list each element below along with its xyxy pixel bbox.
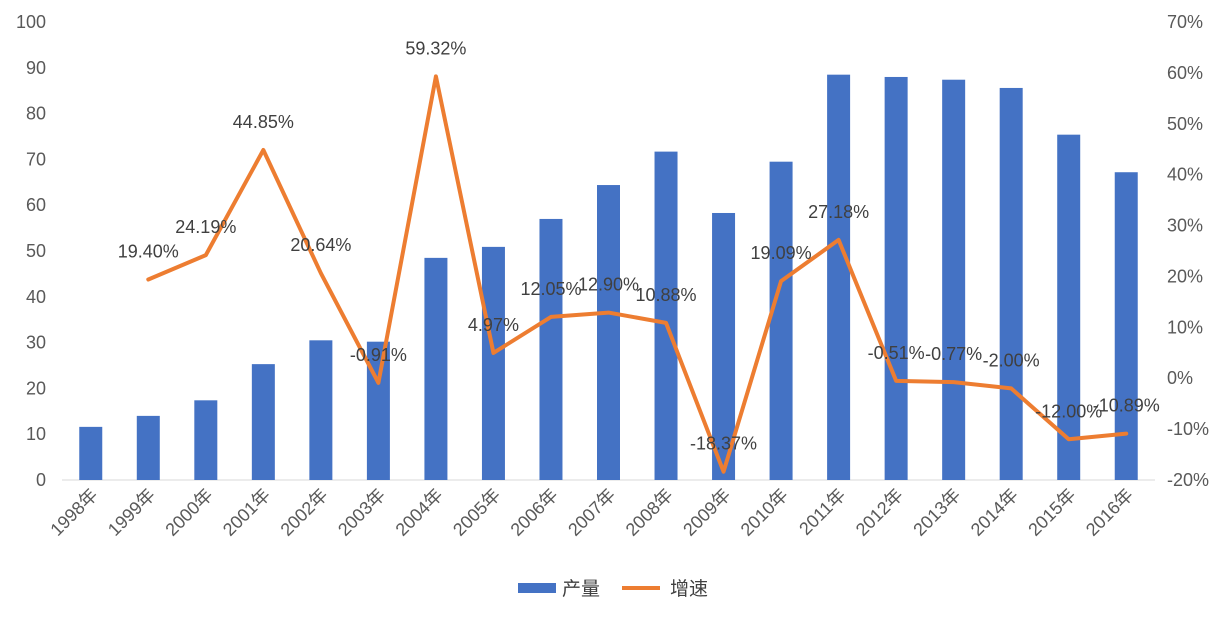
bar (827, 74, 851, 481)
right-axis-tick-label: 30% (1167, 216, 1203, 236)
right-axis-tick-label: 70% (1167, 12, 1203, 32)
data-label: -10.89% (1093, 396, 1160, 416)
right-axis-tick-label: 20% (1167, 266, 1203, 286)
data-label: 20.64% (290, 235, 351, 255)
right-axis-tick-label: -10% (1167, 419, 1209, 439)
data-label: -2.00% (983, 350, 1040, 370)
bar (1114, 172, 1138, 480)
x-axis-tick-label: 2003年 (334, 485, 389, 540)
right-axis-tick-label: 0% (1167, 368, 1193, 388)
bar (1057, 134, 1081, 480)
left-axis-tick-label: 10 (26, 424, 46, 444)
bar (597, 185, 620, 480)
left-axis-tick-label: 60 (26, 195, 46, 215)
left-axis-tick-label: 70 (26, 149, 46, 169)
bar (884, 76, 908, 481)
data-label: -0.77% (925, 344, 982, 364)
bar (136, 415, 160, 480)
bar (769, 161, 793, 480)
right-axis-tick-label: -20% (1167, 470, 1209, 490)
left-axis-tick-label: 0 (36, 470, 46, 490)
legend-label-line: 增速 (670, 578, 708, 600)
growth-line (146, 74, 1129, 474)
legend-swatch-bar (518, 583, 556, 593)
x-axis-tick-label: 2015年 (1024, 485, 1079, 540)
bar (712, 212, 736, 480)
left-axis-tick-label: 30 (26, 333, 46, 353)
data-label: -18.37% (690, 434, 757, 454)
data-label: 10.88% (635, 285, 696, 305)
bar (251, 364, 275, 480)
x-axis-tick-label: 1999年 (104, 485, 159, 540)
right-axis-tick-label: 40% (1167, 165, 1203, 185)
left-axis-tick-label: 50 (26, 241, 46, 261)
x-axis-tick-label: 1998年 (46, 485, 101, 540)
right-axis-tick-label: 60% (1167, 63, 1203, 83)
left-axis-tick-label: 90 (26, 58, 46, 78)
x-axis-tick-label: 2001年 (219, 485, 274, 540)
x-axis-tick-label: 2008年 (622, 485, 677, 540)
data-label: 27.18% (808, 202, 869, 222)
x-axis-tick-label: 2009年 (679, 485, 734, 540)
data-label: 44.85% (233, 112, 294, 132)
x-axis-tick-label: 2006年 (507, 485, 562, 540)
right-y-axis: -20% -10% 0% 10% 20% 30% 40% 50% 60% 70% (1167, 12, 1209, 490)
x-axis-labels: 1998年 1999年 2000年 2001年 2002年 2003年 2004年 2005年… (46, 485, 1137, 540)
data-label: 12.90% (578, 275, 639, 295)
x-axis-tick-label: 2013年 (909, 485, 964, 540)
data-label: 59.32% (405, 38, 466, 58)
bar (194, 400, 218, 480)
bar (999, 87, 1023, 481)
bar (481, 246, 505, 480)
left-axis-tick-label: 20 (26, 378, 46, 398)
x-axis-tick-label: 2004年 (392, 485, 447, 540)
data-label: -0.51% (868, 343, 925, 363)
bar (942, 79, 966, 480)
x-axis-tick-label: 2014年 (967, 485, 1022, 540)
data-label: 4.97% (468, 315, 519, 335)
x-axis-tick-label: 2007年 (564, 485, 619, 540)
left-axis-tick-label: 100 (16, 12, 46, 32)
bar (654, 151, 678, 480)
bar (539, 218, 563, 480)
data-label: 24.19% (175, 217, 236, 237)
x-axis-tick-label: 2002年 (277, 485, 332, 540)
x-axis-tick-label: 2010年 (737, 485, 792, 540)
data-label: -12.00% (1035, 401, 1102, 421)
data-labels: 19.40% 24.19% 44.85% 20.64% -0.91% 59.32% 4.97… (118, 38, 1160, 453)
x-axis-tick-label: 2005年 (449, 485, 504, 540)
left-axis-tick-label: 80 (26, 104, 46, 124)
data-label: 19.09% (751, 243, 812, 263)
bar (309, 340, 333, 480)
x-axis-tick-label: 2016年 (1082, 485, 1137, 540)
data-label: -0.91% (350, 345, 407, 365)
left-y-axis: 0 10 20 30 40 50 60 70 80 90 100 (16, 12, 46, 490)
bar (366, 341, 390, 480)
x-axis-tick-label: 2012年 (852, 485, 907, 540)
legend: 产量 增速 (518, 578, 708, 600)
data-label: 19.40% (118, 241, 179, 261)
right-axis-tick-label: 50% (1167, 114, 1203, 134)
bar (424, 257, 448, 480)
left-axis-tick-label: 40 (26, 287, 46, 307)
bar (79, 426, 103, 480)
bar-series-output (79, 74, 1138, 481)
legend-label-bar: 产量 (562, 578, 600, 600)
data-label: 12.05% (520, 279, 581, 299)
x-axis-tick-label: 2011年 (795, 485, 849, 539)
right-axis-tick-label: 10% (1167, 317, 1203, 337)
x-axis-tick-label: 2000年 (161, 485, 216, 540)
line-series-growth (146, 74, 1129, 474)
